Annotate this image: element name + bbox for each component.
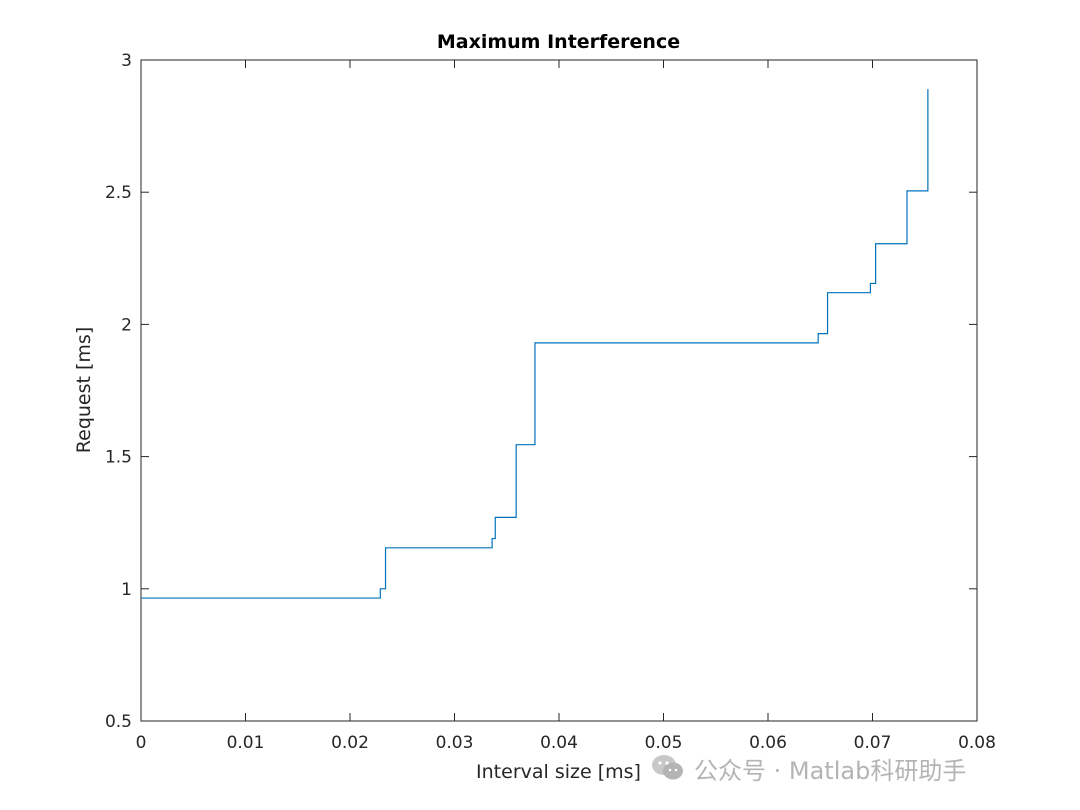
x-tick-label: 0.07 — [854, 733, 892, 753]
y-tick-label: 1.5 — [105, 448, 132, 468]
x-tick-label: 0 — [136, 733, 147, 753]
y-tick-label: 3 — [121, 51, 132, 71]
x-tick-label: 0.03 — [436, 733, 474, 753]
series-layer — [141, 89, 929, 599]
x-tick-label: 0.02 — [331, 733, 369, 753]
x-tick-label: 0.04 — [540, 733, 578, 753]
watermark-text: 公众号 · Matlab科研助手 — [694, 756, 967, 785]
x-tick-label: 0.06 — [749, 733, 787, 753]
y-axis-label: Request [ms] — [73, 327, 95, 453]
x-tick-label: 0.01 — [227, 733, 265, 753]
y-tick-label: 2 — [121, 315, 132, 335]
series-line — [141, 89, 929, 599]
wechat-icon — [652, 755, 683, 780]
y-tick-label: 2.5 — [105, 183, 132, 203]
y-tick-label: 1 — [121, 580, 132, 600]
y-tick-label: 0.5 — [105, 712, 132, 732]
watermark: 公众号 · Matlab科研助手 — [650, 750, 966, 786]
x-axis-label: Interval size [ms] — [476, 761, 641, 783]
x-axis-ticks: 0 0.01 0.02 0.03 0.04 0.05 0.06 0.07 0.08 — [136, 60, 996, 753]
y-axis-ticks: 0.5 1 1.5 2 2.5 3 — [105, 51, 977, 732]
x-tick-label: 0.05 — [645, 733, 683, 753]
x-tick-label: 0.08 — [958, 733, 996, 753]
chart-title: Maximum Interference — [437, 31, 680, 53]
